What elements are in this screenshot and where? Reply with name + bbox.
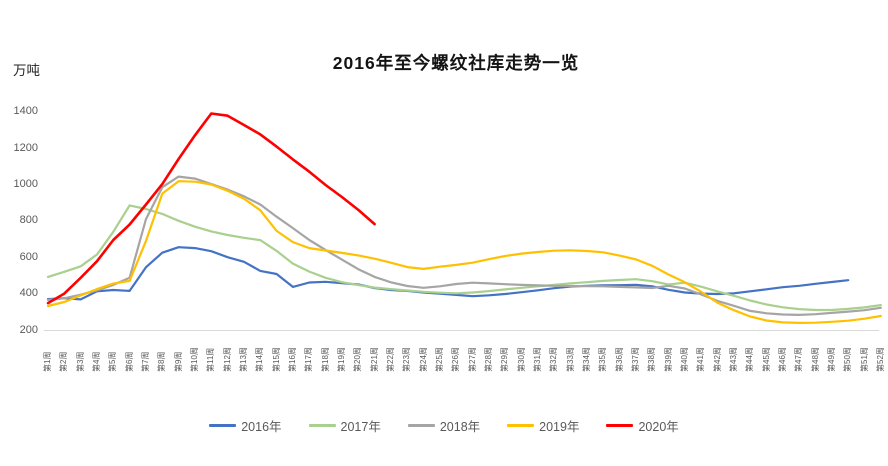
series-line-2019年	[46, 180, 882, 324]
y-tick-label: 800	[19, 214, 38, 227]
x-tick-label: 第19周	[336, 347, 346, 372]
x-tick-label: 第39周	[663, 347, 673, 372]
legend-item-2017年: 2017年	[308, 416, 381, 435]
x-tick-label: 第12周	[222, 347, 232, 372]
x-tick-label: 第21周	[369, 347, 379, 372]
x-tick-label: 第16周	[287, 347, 297, 372]
x-tick-label: 第31周	[532, 347, 542, 372]
x-tick-label: 第25周	[434, 347, 444, 372]
x-tick-label: 第4周	[91, 351, 101, 372]
series-line-2016年	[46, 246, 850, 301]
legend-line-swatch	[606, 424, 634, 427]
legend: 2016年 2017年 2018年 2019年 2020年	[0, 416, 888, 435]
x-tick-label: 第49周	[826, 347, 836, 372]
x-tick-label: 第37周	[630, 347, 640, 372]
y-tick-label: 600	[19, 250, 38, 263]
x-tick-label: 第23周	[402, 347, 412, 372]
x-tick-label: 第8周	[157, 351, 167, 372]
chart-title: 2016年至今螺纹社库走势一览	[332, 53, 580, 73]
legend-label: 2016年	[241, 420, 282, 434]
legend-label: 2017年	[340, 420, 381, 434]
series-line-2018年	[46, 175, 882, 316]
x-tick-label: 第46周	[777, 347, 787, 372]
legend-item-2019年: 2019年	[507, 416, 579, 435]
x-tick-label: 第51周	[859, 347, 869, 372]
x-tick-label: 第35周	[598, 347, 608, 372]
x-tick-label: 第36周	[614, 347, 624, 372]
x-tick-label: 第33周	[565, 347, 575, 372]
x-tick-label: 第3周	[75, 351, 85, 372]
x-tick-label: 第47周	[794, 347, 804, 372]
x-tick-label: 第29周	[500, 347, 510, 372]
x-tick-label: 第41周	[696, 347, 706, 372]
x-tick-label: 第2周	[59, 351, 69, 372]
x-tick-label: 第45周	[761, 347, 771, 372]
legend-item-2016年: 2016年	[209, 416, 282, 435]
x-tick-label: 第11周	[206, 347, 216, 372]
x-tick-label: 第13周	[238, 347, 248, 372]
y-tick-label: 400	[19, 287, 38, 300]
legend-line-swatch	[209, 424, 237, 427]
legend-line-swatch	[308, 424, 336, 427]
series-line-2020年	[46, 112, 376, 305]
legend-item-2018年: 2018年	[407, 416, 481, 435]
legend-label: 2019年	[539, 420, 580, 434]
x-tick-label: 第14周	[255, 347, 265, 372]
x-tick-label: 第38周	[647, 347, 657, 372]
x-tick-label: 第17周	[304, 347, 314, 372]
x-tick-label: 第10周	[189, 347, 199, 372]
x-tick-label: 第7周	[140, 351, 150, 372]
x-tick-label: 第52周	[875, 347, 885, 372]
y-tick-label: 1400	[13, 105, 38, 118]
legend-label: 2020年	[638, 420, 679, 434]
x-tick-label: 第42周	[712, 347, 722, 372]
series-line-2017年	[46, 204, 882, 312]
x-tick-label: 第1周	[43, 351, 52, 372]
x-tick-label: 第20周	[353, 347, 363, 372]
y-tick-label: 1200	[13, 141, 38, 154]
x-tick-label: 第5周	[108, 351, 118, 372]
y-tick-label: 200	[19, 323, 38, 336]
x-tick-label: 第18周	[320, 347, 330, 372]
x-tick-label: 第40周	[679, 347, 689, 372]
x-tick-label: 第22周	[385, 347, 395, 372]
x-tick-label: 第43周	[728, 347, 738, 372]
legend-item-2020年: 2020年	[606, 416, 679, 435]
x-tick-label: 第34周	[581, 347, 591, 372]
x-tick-label: 第6周	[124, 351, 134, 372]
legend-label: 2018年	[439, 420, 481, 434]
x-tick-label: 第9周	[173, 351, 183, 372]
x-tick-label: 第30周	[516, 347, 526, 372]
x-tick-label: 第28周	[483, 347, 493, 372]
x-tick-label: 第44周	[745, 347, 755, 372]
y-axis-unit-label: 万吨	[13, 63, 40, 78]
legend-line-swatch	[407, 424, 435, 427]
x-tick-label: 第15周	[271, 347, 281, 372]
x-tick-label: 第32周	[549, 347, 559, 372]
x-tick-label: 第26周	[451, 347, 461, 372]
y-tick-label: 1000	[13, 177, 38, 190]
x-tick-label: 第24周	[418, 347, 428, 372]
x-tick-label: 第27周	[467, 347, 477, 372]
x-tick-label: 第48周	[810, 347, 820, 372]
legend-line-swatch	[507, 424, 535, 427]
x-tick-label: 第50周	[843, 347, 853, 372]
